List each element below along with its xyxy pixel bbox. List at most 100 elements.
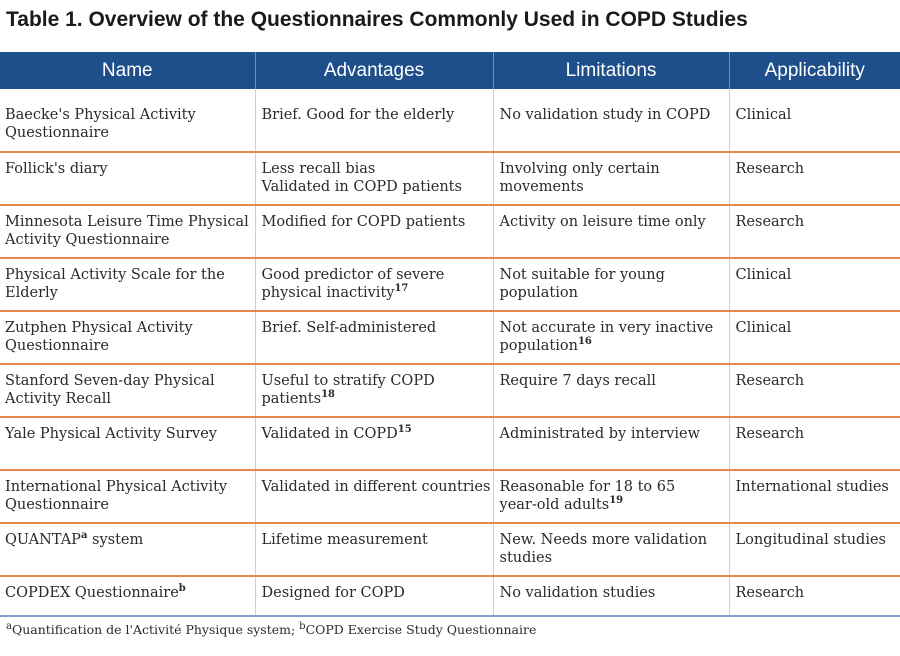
table-footnote: aQuantification de l'Activité Physique s… bbox=[6, 620, 536, 637]
advantages-cell: Validated in COPD15 bbox=[254, 417, 493, 470]
advantages-cell: Designed for COPD bbox=[254, 576, 493, 616]
limitations-line: Involving only certain bbox=[499, 161, 660, 177]
limitations-line: population bbox=[499, 285, 578, 301]
advantages-cell: Validated in different countries bbox=[254, 470, 493, 523]
limitations-line-with-ref: year-old adults19 bbox=[500, 496, 725, 514]
limitations-line: Require 7 days recall bbox=[499, 373, 656, 389]
name-cell: Zutphen Physical Activity Questionnaire bbox=[0, 311, 255, 364]
column-header-advantages: Advantages bbox=[254, 52, 493, 89]
name-text: QUANTAP bbox=[5, 532, 81, 548]
name-cell: Stanford Seven-day Physical Activity Rec… bbox=[0, 364, 255, 417]
advantages-cell: Less recall bias Validated in COPD patie… bbox=[254, 152, 493, 205]
limitations-line: Administrated by interview bbox=[499, 426, 700, 442]
limitations-line: Not suitable for young bbox=[499, 267, 665, 283]
advantages-line: Validated in COPD patients bbox=[261, 179, 462, 195]
limitations-line: Activity on leisure time only bbox=[499, 214, 706, 230]
applicability-cell: International studies bbox=[728, 470, 900, 523]
advantages-text: physical inactivity bbox=[261, 285, 395, 301]
limitations-cell: Administrated by interview bbox=[492, 417, 729, 470]
table-row: International Physical Activity Question… bbox=[0, 470, 900, 523]
limitations-cell: Involving only certain movements bbox=[492, 152, 729, 205]
column-header-limitations: Limitations bbox=[492, 52, 729, 89]
table-row: Minnesota Leisure Time Physical Activity… bbox=[0, 205, 900, 258]
name-cell: Minnesota Leisure Time Physical Activity… bbox=[0, 205, 255, 258]
advantages-cell: Useful to stratify COPD patients18 bbox=[254, 364, 493, 417]
name-line: Physical Activity Scale for the bbox=[5, 267, 225, 283]
limitations-line: studies bbox=[499, 550, 553, 566]
limitations-line: Not accurate in very inactive bbox=[499, 320, 714, 336]
advantages-line: Useful to stratify COPD bbox=[261, 373, 435, 389]
table-row: Baecke's Physical Activity Questionnaire… bbox=[0, 89, 900, 152]
advantages-cell: Brief. Good for the elderly bbox=[254, 89, 493, 152]
limitations-cell: No validation studies bbox=[492, 576, 729, 616]
reference-superscript: 19 bbox=[609, 495, 624, 507]
limitations-line: No validation studies bbox=[499, 585, 656, 601]
name-text: COPDEX Questionnaire bbox=[5, 585, 179, 601]
name-line: Follick's diary bbox=[5, 161, 108, 177]
table-row: Yale Physical Activity Survey Validated … bbox=[0, 417, 900, 470]
name-line: International Physical Activity bbox=[5, 479, 228, 495]
name-line: Questionnaire bbox=[5, 497, 109, 513]
name-text: system bbox=[87, 532, 144, 548]
name-line: Stanford Seven-day Physical bbox=[5, 373, 215, 389]
reference-superscript: 16 bbox=[577, 336, 592, 348]
footnote-marker-b: b bbox=[299, 620, 306, 632]
limitations-line-with-ref: population16 bbox=[500, 337, 725, 355]
limitations-cell: Require 7 days recall bbox=[492, 364, 729, 417]
advantages-line: Brief. Good for the elderly bbox=[261, 107, 455, 123]
applicability-cell: Research bbox=[728, 205, 900, 258]
advantages-line: Modified for COPD patients bbox=[261, 214, 466, 230]
name-cell: Physical Activity Scale for the Elderly bbox=[0, 258, 255, 311]
limitations-line: movements bbox=[499, 179, 584, 195]
applicability-cell: Clinical bbox=[728, 258, 900, 311]
footnote-text-a: Quantification de l'Activité Physique sy… bbox=[11, 622, 300, 637]
applicability-cell: Research bbox=[728, 364, 900, 417]
column-header-name: Name bbox=[0, 52, 255, 89]
name-line-with-note: QUANTAPa system bbox=[5, 531, 251, 549]
name-cell: COPDEX Questionnaireb bbox=[0, 576, 255, 616]
limitations-cell: Activity on leisure time only bbox=[492, 205, 729, 258]
footnote-marker-a: a bbox=[6, 620, 12, 632]
name-line: Activity Questionnaire bbox=[5, 232, 170, 248]
advantages-line: Brief. Self-administered bbox=[261, 320, 437, 336]
name-cell: Baecke's Physical Activity Questionnaire bbox=[0, 89, 255, 152]
table-row: COPDEX Questionnaireb Designed for COPD … bbox=[0, 576, 900, 616]
limitations-cell: No validation study in COPD bbox=[492, 89, 729, 152]
limitations-line: New. Needs more validation bbox=[499, 532, 708, 548]
column-header-applicability: Applicability bbox=[728, 52, 900, 89]
name-line: Minnesota Leisure Time Physical bbox=[5, 214, 249, 230]
questionnaire-table: Name Advantages Limitations Applicabilit… bbox=[0, 52, 900, 617]
advantages-line: Lifetime measurement bbox=[261, 532, 428, 548]
limitations-cell: New. Needs more validation studies bbox=[492, 523, 729, 576]
table-row: Stanford Seven-day Physical Activity Rec… bbox=[0, 364, 900, 417]
table-row: QUANTAPa system Lifetime measurement New… bbox=[0, 523, 900, 576]
name-cell: Follick's diary bbox=[0, 152, 255, 205]
name-line: Questionnaire bbox=[5, 125, 109, 141]
footnote-marker: a bbox=[80, 530, 88, 542]
footnote-marker: b bbox=[178, 583, 186, 595]
advantages-line: Good predictor of severe bbox=[261, 267, 445, 283]
table-row: Zutphen Physical Activity Questionnaire … bbox=[0, 311, 900, 364]
limitations-cell: Not suitable for young population bbox=[492, 258, 729, 311]
name-line: Baecke's Physical Activity bbox=[5, 107, 196, 123]
name-line: Elderly bbox=[5, 285, 58, 301]
table-row: Follick's diary Less recall bias Validat… bbox=[0, 152, 900, 205]
advantages-cell: Brief. Self-administered bbox=[254, 311, 493, 364]
limitations-line: Reasonable for 18 to 65 bbox=[499, 479, 676, 495]
name-cell: Yale Physical Activity Survey bbox=[0, 417, 255, 470]
name-line: Questionnaire bbox=[5, 338, 109, 354]
reference-superscript: 18 bbox=[321, 389, 336, 401]
advantages-cell: Modified for COPD patients bbox=[254, 205, 493, 258]
limitations-cell: Reasonable for 18 to 65 year-old adults1… bbox=[492, 470, 729, 523]
advantages-cell: Lifetime measurement bbox=[254, 523, 493, 576]
name-line: Activity Recall bbox=[5, 391, 112, 407]
advantages-cell: Good predictor of severe physical inacti… bbox=[254, 258, 493, 311]
applicability-cell: Research bbox=[728, 417, 900, 470]
advantages-line: Designed for COPD bbox=[261, 585, 405, 601]
advantages-line-with-ref: physical inactivity17 bbox=[262, 284, 489, 302]
applicability-cell: Research bbox=[728, 576, 900, 616]
advantages-line: Less recall bias bbox=[261, 161, 376, 177]
applicability-cell: Research bbox=[728, 152, 900, 205]
table-title: Table 1. Overview of the Questionnaires … bbox=[6, 8, 748, 31]
name-cell: QUANTAPa system bbox=[0, 523, 255, 576]
